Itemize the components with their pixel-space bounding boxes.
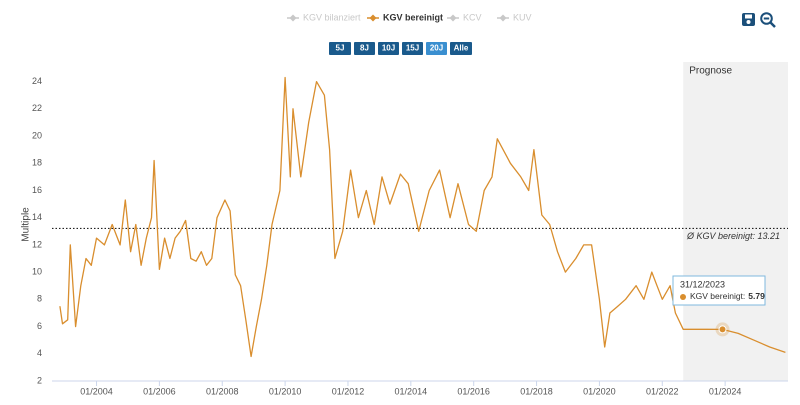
range-button-bg <box>354 42 375 55</box>
y-tick-label: 2 <box>37 375 42 385</box>
range-button[interactable]: 10J <box>378 42 399 55</box>
hover-point <box>718 325 727 334</box>
legend-label: KCV <box>463 12 482 22</box>
legend-item[interactable]: KGV bilanziert <box>287 12 361 22</box>
range-button[interactable]: 15J <box>402 42 423 55</box>
tooltip-date: 31/12/2023 <box>680 279 725 289</box>
legend-label: KGV bereinigt <box>383 12 443 22</box>
legend-label: KGV bilanziert <box>303 12 361 22</box>
range-button-bg <box>426 42 447 55</box>
y-axis-title: Multiple <box>21 207 32 242</box>
x-tick-label: 01/2010 <box>269 386 302 396</box>
average-label: Ø KGV bereinigt: 13.21 <box>686 231 780 241</box>
tooltip-text: KGV bereinigt: 5.79 <box>690 291 765 301</box>
x-tick-label: 01/2004 <box>80 386 113 396</box>
y-tick-label: 20 <box>32 130 42 140</box>
tooltip-marker <box>680 294 686 300</box>
range-button-label: 20J <box>430 44 443 53</box>
y-tick-label: 8 <box>37 294 42 304</box>
tooltip-label: KGV bereinigt: <box>690 291 745 301</box>
legend-item[interactable]: KCV <box>447 12 482 22</box>
x-tick-label: 01/2020 <box>583 386 616 396</box>
y-tick-label: 6 <box>37 321 42 331</box>
range-button[interactable]: 8J <box>354 42 375 55</box>
x-tick-label: 01/2022 <box>646 386 679 396</box>
x-tick-label: 01/2024 <box>709 386 742 396</box>
forecast-label: Prognose <box>689 66 732 77</box>
x-tick-label: 01/2018 <box>520 386 553 396</box>
legend-symbol <box>289 14 297 22</box>
tooltip-box <box>672 275 766 306</box>
range-button-label: 8J <box>360 44 369 53</box>
range-button[interactable]: 5J <box>329 42 351 55</box>
y-tick-label: 12 <box>32 239 42 249</box>
legend-item[interactable]: KGV bereinigt <box>367 12 443 22</box>
tooltip-value: 5.79 <box>748 291 765 301</box>
x-tick-label: 01/2014 <box>395 386 428 396</box>
x-tick-label: 01/2016 <box>457 386 490 396</box>
legend-label: KUV <box>513 12 532 22</box>
x-tick-label: 01/2006 <box>143 386 176 396</box>
range-button-label: 15J <box>406 44 419 53</box>
legend-symbol <box>369 14 377 22</box>
y-tick-label: 22 <box>32 103 42 113</box>
save-icon[interactable] <box>742 13 755 26</box>
legend-symbol <box>449 14 457 22</box>
range-button-label: 10J <box>382 44 395 53</box>
x-tick-label: 01/2008 <box>206 386 239 396</box>
y-tick-label: 18 <box>32 158 42 168</box>
range-button[interactable]: 20J <box>426 42 447 55</box>
y-tick-label: 4 <box>37 348 42 358</box>
y-tick-label: 16 <box>32 185 42 195</box>
range-button-bg <box>378 42 399 55</box>
x-tick-label: 01/2012 <box>332 386 365 396</box>
range-button[interactable]: Alle <box>450 42 472 55</box>
range-button-bg <box>450 42 472 55</box>
y-tick-label: 14 <box>32 212 42 222</box>
range-button-bg <box>402 42 423 55</box>
series-line <box>59 76 786 358</box>
legend-symbol <box>499 14 507 22</box>
zoom-out-icon[interactable] <box>760 12 776 28</box>
range-button-label: 5J <box>336 44 345 53</box>
legend-item[interactable]: KUV <box>497 12 532 22</box>
y-tick-label: 10 <box>32 267 42 277</box>
range-button-label: Alle <box>454 44 469 53</box>
forecast-region <box>683 62 788 381</box>
y-tick-label: 24 <box>32 76 42 86</box>
range-button-bg <box>329 42 351 55</box>
